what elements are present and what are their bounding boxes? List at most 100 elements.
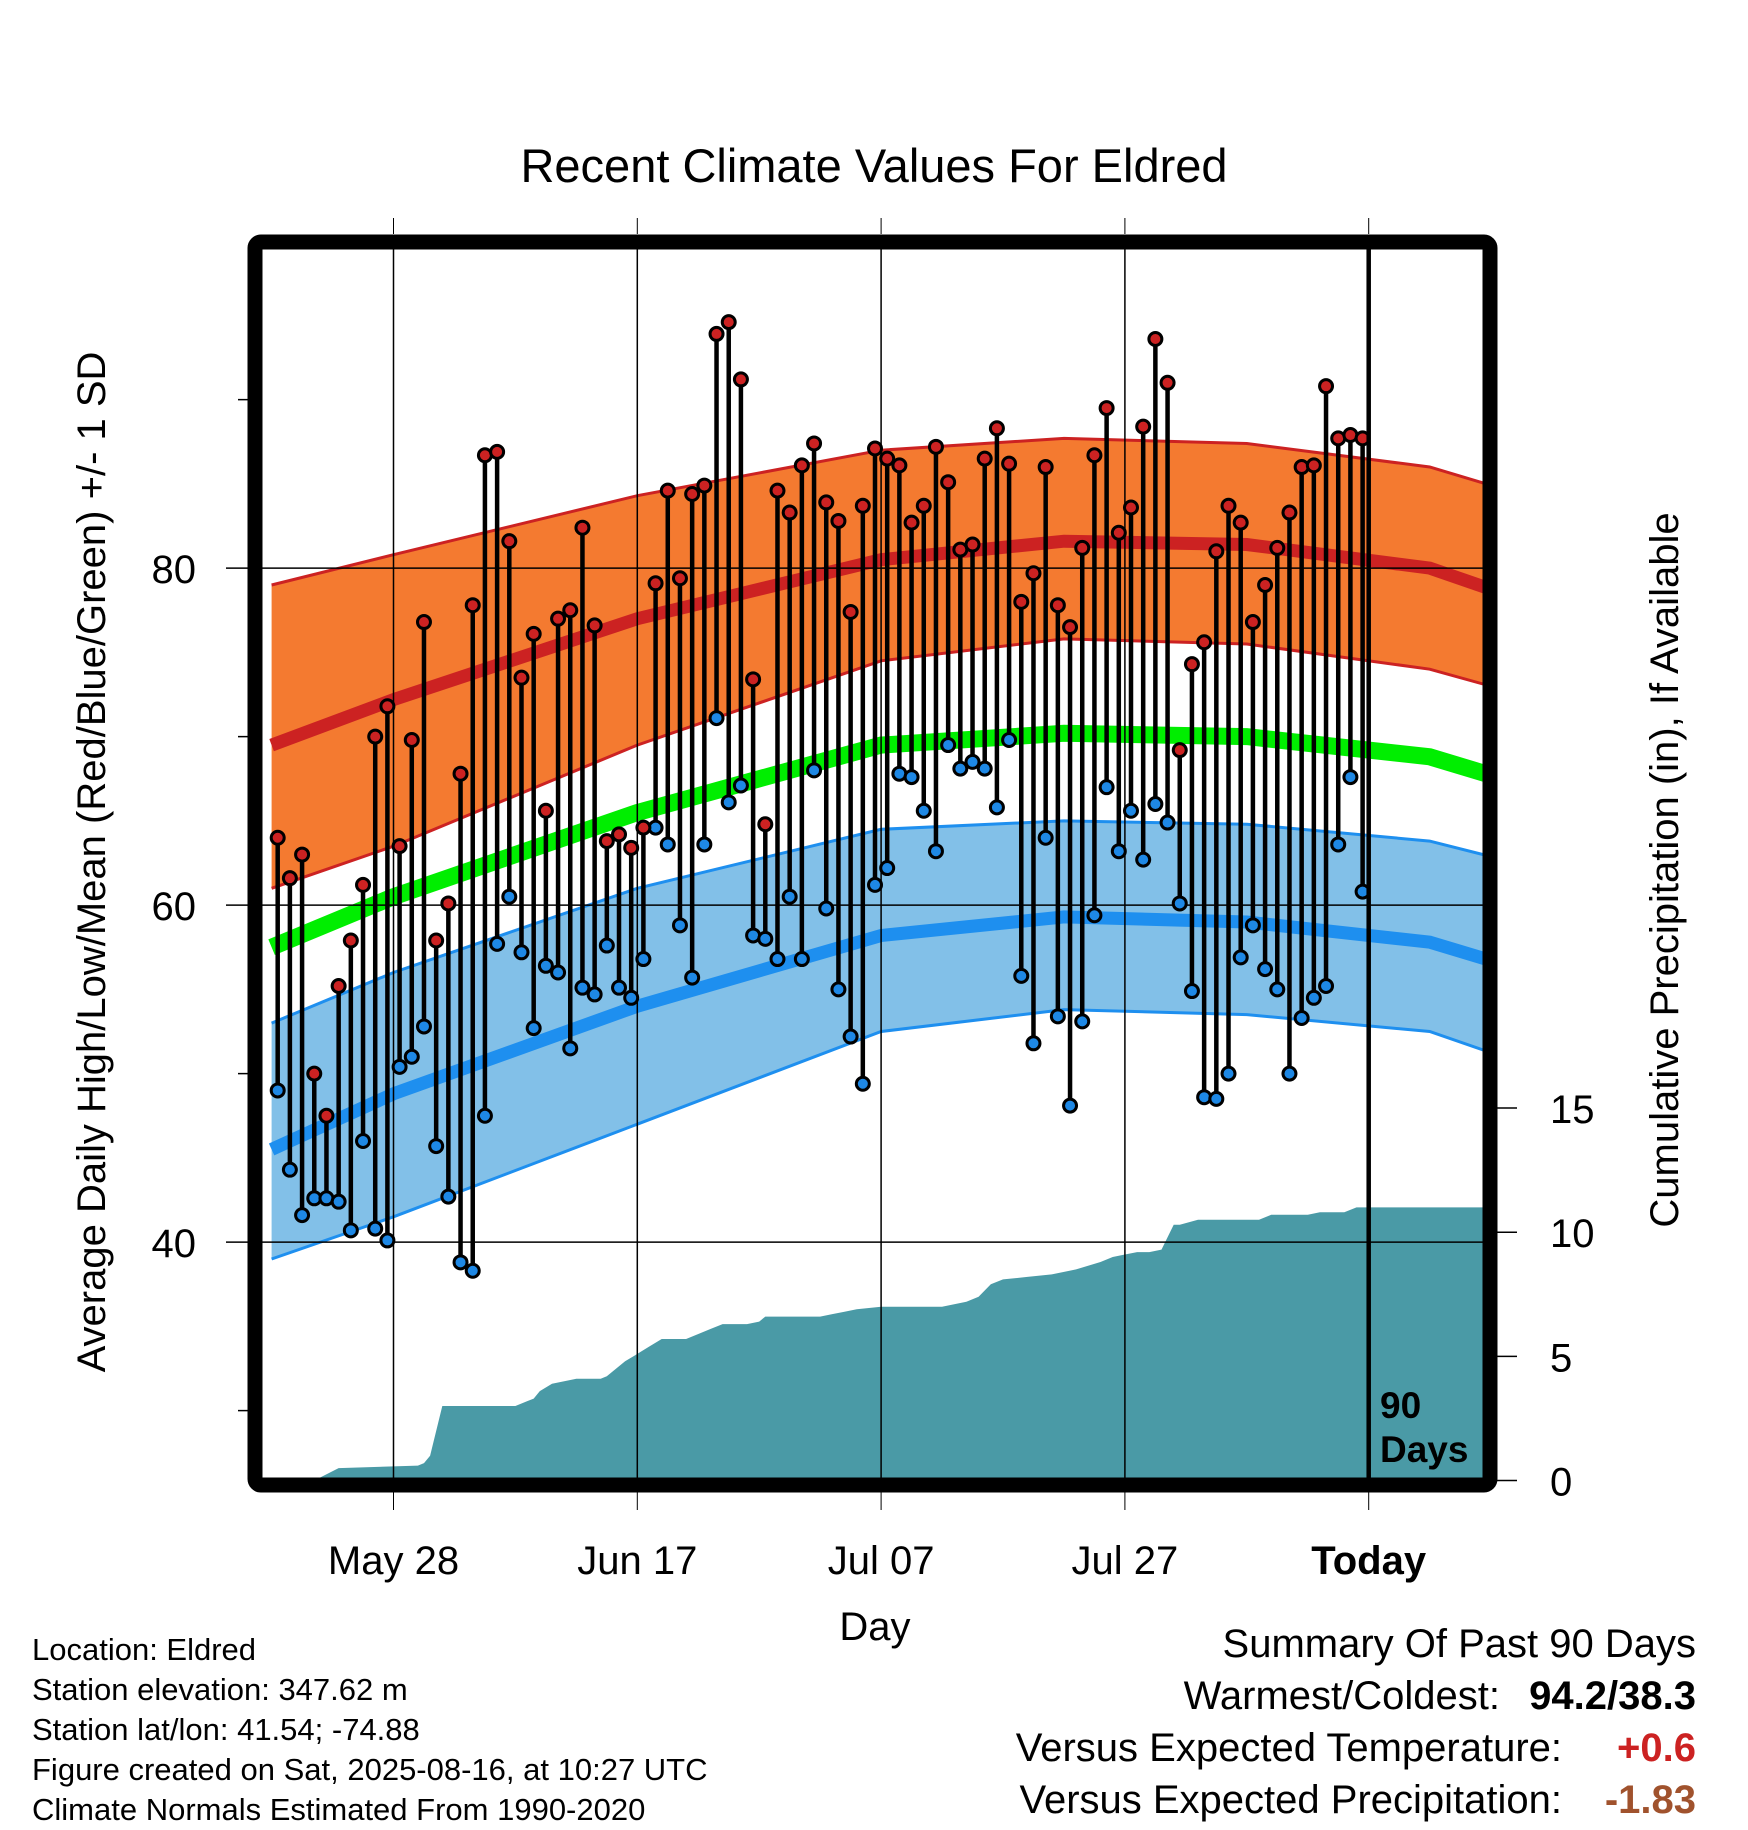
daily-low-point (635, 951, 652, 968)
daily-low-point (1013, 967, 1030, 984)
daily-high-point (1244, 614, 1261, 631)
daily-high-point (1098, 400, 1115, 417)
daily-high-point (415, 614, 432, 631)
daily-low-point (1122, 802, 1139, 819)
daily-low-point (489, 935, 506, 952)
daily-high-point (1196, 634, 1213, 651)
y2-axis-label: Cumulative Precipitation (in), If Availa… (1643, 512, 1687, 1227)
daily-low-point (854, 1075, 871, 1092)
daily-high-point (915, 497, 932, 514)
daily-low-point (428, 1138, 445, 1155)
daily-low-point (1074, 1013, 1091, 1030)
summary-heading-text: Summary Of Past 90 Days (1222, 1622, 1696, 1666)
daily-high-point (940, 474, 957, 491)
daily-high-point (830, 512, 847, 529)
daily-low-point (1159, 814, 1176, 831)
daily-low-point (806, 762, 823, 779)
precip-label: Versus Expected Precipitation: (1019, 1778, 1562, 1822)
daily-high-point (867, 440, 884, 457)
daily-high-point (281, 870, 298, 887)
daily-low-point (574, 979, 591, 996)
daily-high-point (647, 575, 664, 592)
daily-low-point (1269, 981, 1286, 998)
daily-low-point (403, 1048, 420, 1065)
daily-low-point (988, 799, 1005, 816)
daily-high-point (806, 435, 823, 452)
daily-high-point (1208, 543, 1225, 560)
daily-low-point (330, 1193, 347, 1210)
summary-heading: Summary Of Past 90 Days (1016, 1622, 1696, 1674)
daily-high-point (818, 494, 835, 511)
daily-high-point (294, 846, 311, 863)
precip-area (319, 1207, 1483, 1478)
temp-value: +0.6 (1617, 1726, 1696, 1770)
daily-low-point (1135, 851, 1152, 868)
daily-low-point (1086, 907, 1103, 924)
daily-high-point (586, 617, 603, 634)
daily-low-point (976, 760, 993, 777)
daily-high-point (403, 732, 420, 748)
daily-low-point (671, 917, 688, 934)
daily-high-point (1220, 497, 1237, 514)
latlon-text: Station lat/lon: 41.54; -74.88 (32, 1712, 420, 1747)
daily-low-point (1305, 989, 1322, 1006)
plot-frame (247, 234, 1498, 1493)
daily-high-point (696, 477, 713, 494)
daily-low-point (1342, 769, 1359, 786)
daily-low-point (867, 876, 884, 893)
daily-high-point (489, 443, 506, 460)
daily-low-point (440, 1188, 457, 1205)
daily-high-point (781, 504, 798, 521)
daily-low-point (355, 1133, 372, 1150)
daily-low-point (903, 769, 920, 786)
daily-low-point (537, 957, 554, 974)
daily-high-point (537, 802, 554, 819)
daily-high-point (379, 698, 396, 715)
daily-low-point (1281, 1065, 1298, 1082)
daily-high-point (757, 816, 774, 833)
daily-high-point (891, 457, 908, 474)
daily-high-point (269, 829, 286, 846)
summary-temp-row: Versus Expected Temperature: +0.6 (1016, 1726, 1696, 1778)
daily-low-point (281, 1161, 298, 1178)
daily-low-point (927, 843, 944, 860)
daily-high-point (903, 514, 920, 531)
daily-low-point (1049, 1008, 1066, 1025)
x-tick-label: Jul 27 (1072, 1539, 1179, 1583)
daily-high-point (1171, 742, 1188, 759)
daily-low-point (781, 888, 798, 905)
daily-high-point (623, 839, 640, 856)
daily-high-point (1269, 539, 1286, 556)
y2-tick-label: 10 (1550, 1212, 1595, 1256)
daily-high-point (1183, 656, 1200, 673)
daily-low-point (659, 836, 676, 853)
daily-high-point (391, 838, 408, 855)
y2-tick-label: 15 (1550, 1088, 1595, 1132)
daily-low-point (952, 760, 969, 777)
daily-high-point (501, 533, 518, 550)
daily-high-point (330, 978, 347, 994)
daily-high-point (1062, 619, 1079, 636)
chart-title: Recent Climate Values For Eldred (520, 139, 1227, 192)
daily-low-point (769, 951, 786, 968)
daily-high-point (976, 450, 993, 467)
x-tick-label: May 28 (328, 1539, 459, 1583)
daily-low-point (513, 944, 530, 961)
daily-high-point (1318, 378, 1335, 395)
y-tick-label: 40 (152, 1222, 197, 1266)
daily-high-point (574, 519, 591, 536)
station-info: Location: Eldred Station elevation: 347.… (32, 1630, 708, 1830)
daily-high-point (745, 671, 762, 688)
daily-high-point (1049, 597, 1066, 614)
daily-low-point (367, 1220, 384, 1237)
daily-high-point (793, 457, 810, 474)
daily-low-point (1330, 836, 1347, 853)
daily-low-point (940, 737, 957, 754)
x-tick-label: Today (1311, 1539, 1427, 1583)
daily-high-point (927, 438, 944, 455)
daily-high-point (1232, 514, 1249, 531)
y2-tick-label: 5 (1550, 1336, 1572, 1380)
elevation-text: Station elevation: 347.62 m (32, 1672, 408, 1707)
daily-high-point (562, 602, 579, 619)
daily-high-point (708, 325, 725, 342)
